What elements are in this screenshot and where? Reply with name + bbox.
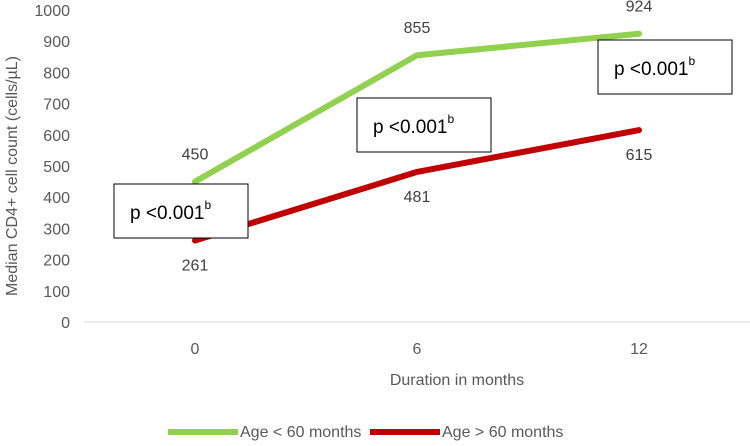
- data-labels: 450 855 924 261 481 615: [182, 0, 653, 275]
- y-tick-label: 0: [61, 315, 70, 332]
- p-value-box-border: [113, 183, 249, 239]
- p-value-annotations: p <0.001b p <0.001b p <0.001b: [113, 39, 733, 239]
- y-tick-label: 400: [43, 190, 70, 207]
- x-axis-ticks: 0 6 12: [191, 341, 648, 358]
- data-label: 450: [182, 147, 209, 164]
- y-tick-label: 1000: [34, 3, 70, 20]
- data-label: 615: [626, 147, 653, 164]
- y-tick-label: 600: [43, 128, 70, 145]
- x-tick-label: 12: [630, 341, 648, 358]
- y-tick-label: 500: [43, 159, 70, 176]
- series-line-2: [192, 127, 642, 244]
- series-line-1: [192, 30, 642, 185]
- series-lines: [192, 30, 642, 244]
- y-tick-label: 800: [43, 65, 70, 82]
- legend-item: Age > 60 months: [370, 424, 563, 441]
- legend-label: Age < 60 months: [240, 424, 361, 441]
- p-value-box: p <0.001b: [356, 97, 492, 153]
- x-axis-title: Duration in months: [390, 372, 524, 389]
- p-value-box-border: [356, 97, 492, 153]
- y-tick-label: 200: [43, 253, 70, 270]
- p-value-text: p <0.001b: [373, 112, 455, 138]
- p-value-box-border: [597, 39, 733, 95]
- legend-item: Age < 60 months: [168, 424, 361, 441]
- p-value-box: p <0.001b: [113, 183, 249, 239]
- legend-label: Age > 60 months: [442, 424, 563, 441]
- x-tick-label: 0: [191, 341, 200, 358]
- y-axis-ticks: 0 100 200 300 400 500 600 700 800 900 1000: [34, 3, 70, 332]
- y-tick-label: 100: [43, 284, 70, 301]
- legend: Age < 60 months Age > 60 months: [168, 424, 563, 441]
- data-label: 261: [182, 258, 209, 275]
- y-axis-title: Median CD4+ cell count (cells/µL): [4, 56, 21, 296]
- data-label: 924: [626, 0, 653, 16]
- p-value-text: p <0.001b: [614, 54, 696, 80]
- y-tick-label: 900: [43, 34, 70, 51]
- y-tick-label: 300: [43, 221, 70, 238]
- p-value-box: p <0.001b: [597, 39, 733, 95]
- data-label: 855: [404, 20, 431, 37]
- x-tick-label: 6: [413, 341, 422, 358]
- p-value-text: p <0.001b: [130, 198, 212, 224]
- y-tick-label: 700: [43, 97, 70, 114]
- data-label: 481: [404, 189, 431, 206]
